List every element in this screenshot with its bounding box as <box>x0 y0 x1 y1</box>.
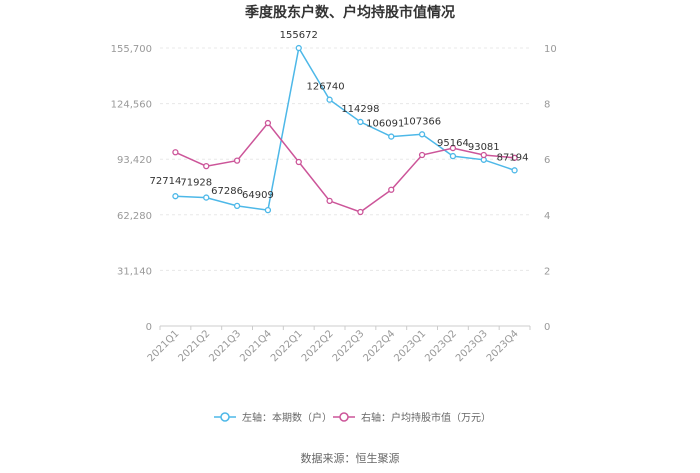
data-point-left <box>449 152 457 160</box>
left-tick-label: 155,700 <box>111 44 152 55</box>
data-point-right <box>511 154 518 161</box>
left-axis: 0 31,140 62,280 93,420 124,560 155,700 <box>111 44 152 333</box>
series-line-right <box>175 121 515 213</box>
legend-label: 右轴：户均持股市值（万元） <box>361 411 491 424</box>
grid-lines <box>160 47 530 271</box>
data-point-left <box>418 131 426 138</box>
x-tick-label: 2021Q3 <box>207 328 243 364</box>
series-layer <box>172 44 518 216</box>
chart-title: 季度股东户数、户均持股市值情况 <box>244 4 455 21</box>
left-tick-label: 93,420 <box>117 155 152 166</box>
data-point-right <box>203 162 210 170</box>
data-point-right <box>357 208 364 216</box>
x-tick-label: 2021Q2 <box>177 328 213 364</box>
data-point-right <box>449 144 457 152</box>
left-tick-label: 62,280 <box>117 211 152 222</box>
data-point-right <box>418 151 426 159</box>
data-label: 107366 <box>403 116 441 127</box>
left-tick-label: 31,140 <box>117 266 152 277</box>
legend-label: 左轴：本期数（户） <box>242 411 332 424</box>
data-label: 106091 <box>366 119 404 130</box>
data-label: 71928 <box>180 178 212 189</box>
source-note: 数据来源：恒生聚源 <box>301 451 400 465</box>
data-point-left <box>233 202 241 210</box>
x-tick-label: 2022Q1 <box>269 328 305 364</box>
left-tick-label: 124,560 <box>111 100 152 111</box>
x-tick-label: 2021Q4 <box>238 328 274 364</box>
x-tick-label: 2022Q4 <box>362 328 398 364</box>
data-label: 126740 <box>306 82 344 93</box>
right-tick-label: 0 <box>544 322 550 333</box>
data-label: 87194 <box>497 152 529 163</box>
x-tick-label: 2023Q4 <box>485 328 521 364</box>
right-tick-label: 4 <box>544 211 550 222</box>
legend-swatch-marker <box>339 412 349 422</box>
x-tick-label: 2023Q3 <box>454 328 490 364</box>
x-axis: 2021Q12021Q22021Q32021Q42022Q12022Q22022… <box>146 325 531 364</box>
data-point-right <box>264 119 272 127</box>
x-tick-label: 2022Q2 <box>300 328 336 364</box>
data-point-left <box>388 133 395 140</box>
data-label: 93081 <box>468 142 500 153</box>
data-point-right <box>295 158 302 166</box>
x-tick-label: 2021Q1 <box>146 328 182 364</box>
right-tick-label: 8 <box>544 100 550 111</box>
data-label: 72714 <box>150 176 182 187</box>
legend: 左轴：本期数（户） 右轴：户均持股市值（万元） <box>214 411 491 424</box>
x-tick-label: 2023Q2 <box>423 328 459 364</box>
data-point-left <box>326 96 333 103</box>
data-label: 64909 <box>242 190 274 201</box>
data-point-right <box>326 197 333 205</box>
legend-swatch-marker <box>220 412 230 422</box>
x-tick-label: 2022Q3 <box>331 328 367 364</box>
data-point-right <box>480 151 487 159</box>
data-point-right <box>388 186 395 193</box>
data-point-right <box>172 149 179 156</box>
data-point-left <box>511 167 518 174</box>
left-tick-label: 0 <box>146 322 152 333</box>
x-tick-label: 2023Q1 <box>392 328 428 364</box>
data-point-left <box>264 206 272 214</box>
data-label: 114298 <box>341 104 379 115</box>
data-point-left <box>203 194 210 201</box>
data-label: 155672 <box>280 30 318 41</box>
data-point-left <box>357 118 364 126</box>
data-point-right <box>233 157 241 164</box>
right-axis: 0 2 4 6 8 10 <box>544 44 557 333</box>
data-point-left <box>295 44 302 52</box>
series-line-left <box>175 45 515 211</box>
right-tick-label: 10 <box>544 44 557 55</box>
data-point-left <box>172 193 179 200</box>
right-tick-label: 6 <box>544 155 550 166</box>
right-tick-label: 2 <box>544 266 550 277</box>
data-label: 95164 <box>437 138 469 149</box>
data-label: 67286 <box>211 186 243 197</box>
